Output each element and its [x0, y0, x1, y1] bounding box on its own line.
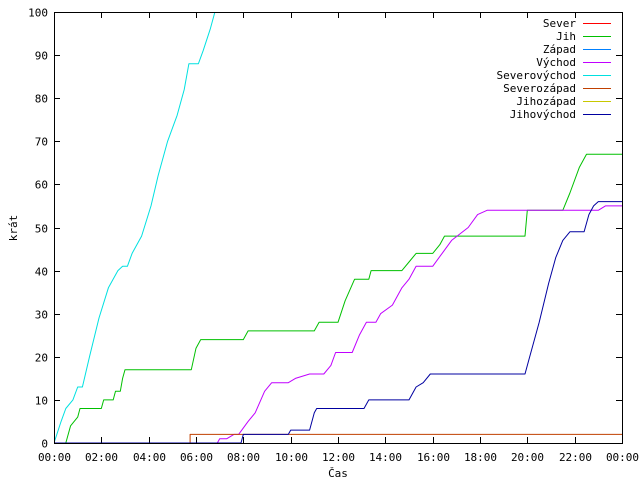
x-tick-label: 00:00 [606, 451, 639, 464]
legend-label: Severozápad [503, 82, 576, 95]
x-tick-label: 08:00 [227, 451, 260, 464]
y-tick-label: 60 [35, 179, 48, 192]
series-line-4 [54, 12, 216, 443]
x-tick-label: 04:00 [133, 451, 166, 464]
series-line-3 [54, 205, 622, 443]
y-tick-label: 30 [35, 309, 48, 322]
legend-label: Jihovýchod [510, 108, 576, 121]
y-tick-label: 40 [35, 266, 48, 279]
x-tick-label: 14:00 [369, 451, 402, 464]
x-tick-label: 10:00 [275, 451, 308, 464]
x-tick-label: 20:00 [511, 451, 544, 464]
y-axis-ticks: 0 10 20 30 40 50 60 70 80 90 100 [28, 7, 622, 451]
legend-label: Jih [556, 30, 576, 43]
y-tick-label: 20 [35, 352, 48, 365]
series-line-5 [54, 433, 622, 443]
y-tick-label: 0 [41, 438, 48, 451]
y-axis-label: krát [7, 215, 20, 242]
legend: SeverJihZápadVýchodSeverovýchodSeverozáp… [497, 17, 611, 121]
plot-area-frame [54, 12, 623, 444]
legend-label: Západ [543, 43, 576, 56]
series-line-1 [54, 153, 622, 443]
y-tick-label: 10 [35, 395, 48, 408]
y-tick-label: 70 [35, 136, 48, 149]
x-tick-label: 02:00 [85, 451, 118, 464]
series-line-7 [54, 201, 622, 443]
legend-label: Severovýchod [497, 69, 576, 82]
y-tick-label: 100 [28, 7, 48, 20]
x-tick-label: 12:00 [322, 451, 355, 464]
x-tick-label: 06:00 [180, 451, 213, 464]
x-tick-label: 18:00 [464, 451, 497, 464]
x-tick-label: 16:00 [417, 451, 450, 464]
x-tick-label: 00:00 [38, 451, 71, 464]
x-axis-ticks: 00:00 02:00 04:00 06:00 08:00 10:00 12:00 14:00… [38, 12, 639, 464]
legend-label: Východ [536, 56, 576, 69]
legend-label: Sever [543, 17, 576, 30]
series-lines [54, 12, 622, 443]
x-tick-label: 22:00 [559, 451, 592, 464]
legend-label: Jihozápad [516, 95, 576, 108]
y-tick-label: 80 [35, 93, 48, 106]
x-axis-label: Čas [328, 467, 348, 480]
y-tick-label: 50 [35, 223, 48, 236]
y-tick-label: 90 [35, 50, 48, 63]
